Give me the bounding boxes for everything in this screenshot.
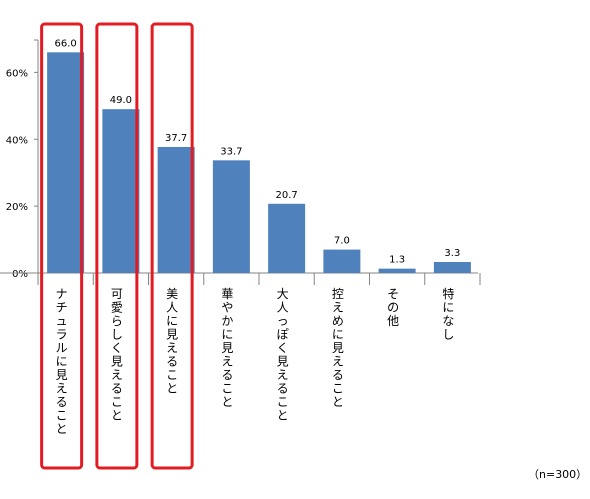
category-label-char: チ <box>56 301 68 315</box>
category-label-char: え <box>56 382 68 396</box>
category-label-char: に <box>56 355 68 369</box>
y-tick-label: 20% <box>6 202 28 213</box>
highlight-box <box>40 22 84 470</box>
category-label-char: と <box>111 409 123 423</box>
category-label-char: 見 <box>277 355 289 369</box>
y-tick-label: 40% <box>6 135 28 146</box>
data-label: 20.7 <box>275 190 297 201</box>
category-label-char: ナ <box>56 287 68 301</box>
y-tick-label: 0% <box>12 269 28 280</box>
bar <box>157 146 195 273</box>
category-label-char: に <box>332 328 344 342</box>
category-label-char: 見 <box>111 355 123 369</box>
category-label-char: 愛 <box>111 301 123 315</box>
category-label-char: っ <box>277 314 289 328</box>
category-label-char: ル <box>56 341 68 355</box>
category-label-char: こ <box>221 382 233 396</box>
category-label-char: る <box>56 395 68 409</box>
category-label-char: る <box>166 355 178 369</box>
highlight-box <box>150 22 194 470</box>
category-label-char: ぽ <box>277 328 289 342</box>
category-label-char: こ <box>56 409 68 423</box>
category-label-char: か <box>221 314 233 328</box>
data-label: 49.0 <box>110 95 132 106</box>
bar <box>378 268 416 273</box>
category-label-char: の <box>387 301 399 315</box>
category-label-char: こ <box>166 368 178 382</box>
category-label-char: 特 <box>442 286 454 301</box>
category-label-char: ら <box>111 314 123 328</box>
category-label-char: に <box>166 314 178 328</box>
category-label-char: ラ <box>56 328 68 342</box>
category-label-char: え <box>332 355 344 369</box>
category-label-char: く <box>111 341 123 355</box>
bar <box>268 203 306 273</box>
category-label-char: に <box>442 301 454 315</box>
category-label-char: ュ <box>56 314 68 328</box>
data-label: 7.0 <box>334 236 350 247</box>
category-label-char: 人 <box>277 301 289 315</box>
category-label-char: と <box>277 409 289 423</box>
bar <box>47 52 85 274</box>
category-label-char: 他 <box>387 314 399 328</box>
bar <box>102 109 140 273</box>
category-label-char: し <box>442 328 454 342</box>
category-label-char: や <box>221 301 233 315</box>
category-label-char: し <box>111 328 123 342</box>
category-label-char: え <box>332 301 344 315</box>
category-label-char: と <box>166 382 178 396</box>
category-label-char: こ <box>332 382 344 396</box>
category-label-char: る <box>332 368 344 382</box>
category-label-char: え <box>166 341 178 355</box>
category-label-char: 見 <box>221 341 233 355</box>
category-label-char: 華 <box>221 287 233 301</box>
data-label: 66.0 <box>54 38 76 49</box>
category-label-char: そ <box>387 287 399 301</box>
category-label-char: な <box>442 314 454 328</box>
category-label-char: こ <box>277 395 289 409</box>
category-label-char: る <box>221 368 233 382</box>
category-label-char: る <box>277 382 289 396</box>
category-label-char: に <box>221 328 233 342</box>
category-label-char: え <box>221 355 233 369</box>
data-label: 1.3 <box>389 255 405 266</box>
category-label-char: こ <box>111 395 123 409</box>
category-label-char: と <box>56 422 68 436</box>
bar <box>323 249 361 273</box>
data-label: 3.3 <box>444 248 460 259</box>
y-tick-label: 60% <box>6 68 28 79</box>
category-label-char: え <box>277 368 289 382</box>
sample-size-note: （n=300） <box>528 468 588 481</box>
bar <box>433 261 471 273</box>
category-label-char: る <box>111 382 123 396</box>
category-label-char: く <box>277 341 289 355</box>
category-label-char: 見 <box>166 328 178 342</box>
category-label-char: 見 <box>56 368 68 382</box>
data-label: 33.7 <box>220 146 242 157</box>
category-label-char: 見 <box>332 341 344 355</box>
category-label-char: 人 <box>166 301 178 315</box>
highlight-box <box>95 22 139 470</box>
data-label: 37.7 <box>165 133 187 144</box>
category-label-char: と <box>221 395 233 409</box>
category-label-char: 可 <box>111 287 123 301</box>
category-label-char: 控 <box>332 287 344 301</box>
category-label-char: 大 <box>277 287 289 301</box>
category-label-char: と <box>332 395 344 409</box>
category-label-char: め <box>332 314 344 328</box>
bar <box>212 160 250 273</box>
category-label-char: え <box>111 368 123 382</box>
category-label-char: 美 <box>166 287 178 301</box>
